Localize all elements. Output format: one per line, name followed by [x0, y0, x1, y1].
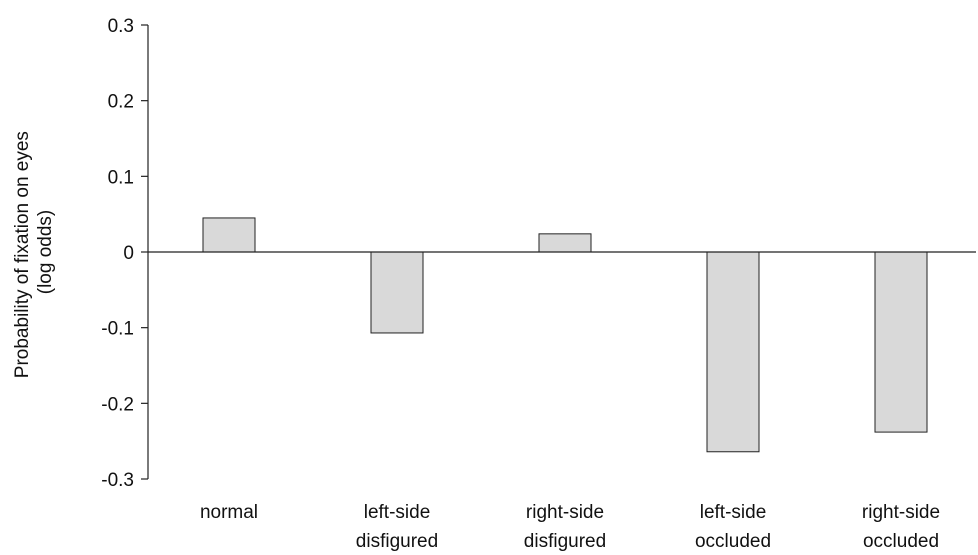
category-label: disfigured: [356, 531, 438, 552]
category-label: right-side: [862, 502, 940, 523]
category-label: right-side: [526, 502, 604, 523]
category-label: normal: [200, 502, 258, 523]
y-tick-label: 0.1: [108, 167, 134, 188]
y-tick-label: -0.3: [101, 470, 134, 491]
bar: [538, 233, 592, 253]
bar: [370, 251, 424, 334]
category-label: occluded: [695, 531, 771, 552]
bar: [202, 217, 256, 253]
y-tick-label: 0.3: [108, 16, 134, 37]
y-tick-label: -0.1: [101, 319, 134, 340]
y-tick-label: -0.2: [101, 394, 134, 415]
y-axis-title: Probability of fixation on eyes (log odd…: [12, 126, 56, 378]
bar: [874, 251, 928, 433]
bar: [706, 251, 760, 453]
category-label: disfigured: [524, 531, 606, 552]
y-axis-title-line2: (log odds): [35, 210, 56, 295]
category-label: occluded: [863, 531, 939, 552]
y-tick-label: 0: [123, 243, 134, 264]
category-label: left-side: [700, 502, 767, 523]
category-label: left-side: [364, 502, 431, 523]
y-tick-label: 0.2: [108, 92, 134, 113]
plot-area: 0.3 0.2 0.1 0 -0.1 -0.2 -0.3 normal left-side dis…: [101, 16, 976, 552]
y-axis-title-line1: Probability of fixation on eyes: [12, 131, 33, 378]
